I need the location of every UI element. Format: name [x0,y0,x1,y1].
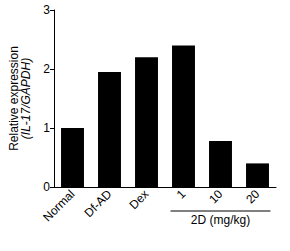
svg-text:Relative expression: Relative expression [7,46,21,151]
svg-text:10: 10 [206,187,226,207]
svg-text:Normal: Normal [40,187,77,224]
svg-text:Dex: Dex [126,187,151,212]
svg-text:Df-AD: Df-AD [81,187,114,220]
svg-text:20: 20 [243,187,263,207]
svg-text:1: 1 [174,187,189,202]
svg-text:2: 2 [43,62,50,76]
svg-text:(IL-17/GAPDH): (IL-17/GAPDH) [19,58,33,139]
svg-text:3: 3 [43,3,50,17]
svg-text:0: 0 [43,180,50,194]
svg-text:1: 1 [43,121,50,135]
svg-text:2D (mg/kg): 2D (mg/kg) [191,213,250,227]
